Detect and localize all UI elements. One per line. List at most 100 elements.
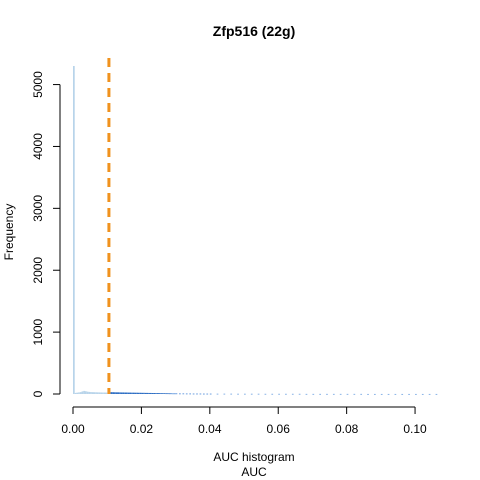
- histogram-bar: [110, 392, 113, 394]
- y-tick-label: 4000: [31, 133, 45, 160]
- histogram-bar: [346, 393, 349, 395]
- histogram-bar: [298, 393, 301, 395]
- histogram-bar: [339, 393, 342, 395]
- histogram-bar: [139, 392, 142, 394]
- histogram-bar: [305, 393, 308, 395]
- x-tick-label: 0.00: [61, 422, 85, 436]
- histogram-bar: [126, 392, 128, 394]
- x-tick-label: 0.08: [335, 422, 359, 436]
- histogram-bar: [129, 392, 132, 394]
- histogram-bar: [73, 66, 75, 394]
- histogram-bar: [146, 392, 149, 394]
- histogram-bar: [196, 393, 198, 395]
- histogram-bar: [185, 393, 188, 395]
- histogram-bar: [380, 393, 383, 395]
- histogram-bar: [421, 393, 424, 395]
- histogram-bar: [156, 393, 159, 394]
- y-tick-label: 2000: [31, 257, 45, 284]
- histogram-bar: [285, 393, 287, 395]
- histogram-bar: [114, 392, 116, 394]
- x-tick-label: 0.10: [403, 422, 427, 436]
- histogram-bar: [216, 393, 219, 395]
- chart-title: Zfp516 (22g): [213, 23, 295, 39]
- histogram-bar: [163, 393, 166, 394]
- histogram-bar: [367, 393, 369, 395]
- histogram-bar: [165, 393, 168, 395]
- histogram-bar: [112, 392, 115, 394]
- histogram-bar: [74, 392, 77, 394]
- histogram-bar: [137, 392, 140, 394]
- histogram-bar: [81, 391, 84, 394]
- histogram-bar: [167, 393, 169, 395]
- histogram-bar: [192, 393, 195, 395]
- histogram-bar: [160, 393, 162, 394]
- histogram-bar: [332, 393, 335, 395]
- histogram-bar: [189, 393, 192, 395]
- histogram-bar: [182, 393, 185, 395]
- x-tick-label: 0.02: [130, 422, 154, 436]
- histogram-bar: [173, 393, 176, 395]
- y-axis: 0 1000 2000 3000 4000 5000: [31, 71, 61, 397]
- histogram-bar: [244, 393, 246, 395]
- histogram-bar: [96, 392, 99, 394]
- histogram-bar: [78, 392, 80, 394]
- y-tick-label: 1000: [31, 318, 45, 345]
- histogram-bar: [127, 392, 130, 394]
- histogram-bar: [117, 392, 120, 394]
- histogram-bar: [103, 392, 106, 394]
- histogram-bar: [374, 393, 376, 395]
- histogram-bar: [326, 393, 328, 395]
- histogram-bar: [120, 392, 123, 394]
- x-tick-label: 0.06: [267, 422, 291, 436]
- histogram-bar: [79, 392, 82, 394]
- histogram-bar: [136, 392, 138, 394]
- histogram-bar: [131, 392, 133, 394]
- histogram-bar: [153, 393, 156, 394]
- histogram-bar: [148, 392, 150, 394]
- histogram-bar: [319, 393, 321, 395]
- histogram-bar: [143, 392, 145, 394]
- histogram-bar: [105, 392, 108, 394]
- histogram-bar: [312, 393, 315, 395]
- histogram-bar: [271, 393, 274, 395]
- histogram-bar: [170, 393, 173, 395]
- histogram-bar: [155, 393, 157, 394]
- histogram-bar: [124, 392, 127, 394]
- histogram-bar: [168, 393, 171, 395]
- x-axis-label-line1: AUC histogram: [213, 450, 294, 464]
- histogram-bar: [435, 393, 438, 395]
- histogram-bar: [115, 392, 118, 394]
- histogram-bar: [122, 392, 125, 394]
- histogram-bar: [250, 393, 253, 395]
- histogram-bar: [93, 392, 96, 394]
- histogram-bar: [83, 390, 85, 394]
- histogram-bar: [209, 393, 212, 395]
- histogram-bar: [202, 393, 205, 395]
- histogram-bars: [73, 66, 438, 395]
- histogram-bar: [151, 393, 154, 394]
- histogram-bar: [149, 392, 152, 394]
- histogram-bar: [141, 392, 144, 394]
- histogram-bar: [90, 392, 92, 394]
- histogram-bar: [353, 393, 356, 395]
- x-axis: 0.00 0.02 0.04 0.06 0.08 0.10: [61, 406, 427, 436]
- histogram-bar: [144, 392, 147, 394]
- x-axis-label-line2: AUC: [241, 465, 267, 479]
- histogram-bar: [415, 393, 417, 395]
- histogram-bar: [98, 392, 101, 394]
- histogram-bar: [199, 393, 202, 395]
- y-tick-label: 5000: [31, 71, 45, 98]
- histogram-bar: [175, 393, 178, 395]
- y-tick-label: 0: [31, 390, 45, 397]
- histogram-bar: [223, 393, 226, 395]
- histogram-bar: [237, 393, 239, 395]
- histogram-bar: [179, 393, 181, 395]
- histogram-bar: [206, 393, 209, 395]
- histogram-bar: [84, 391, 87, 394]
- histogram-bar: [100, 392, 103, 394]
- histogram-bar: [158, 393, 161, 394]
- histogram-bar: [408, 393, 410, 395]
- histogram-bar: [291, 393, 294, 395]
- histogram-bar: [172, 393, 174, 395]
